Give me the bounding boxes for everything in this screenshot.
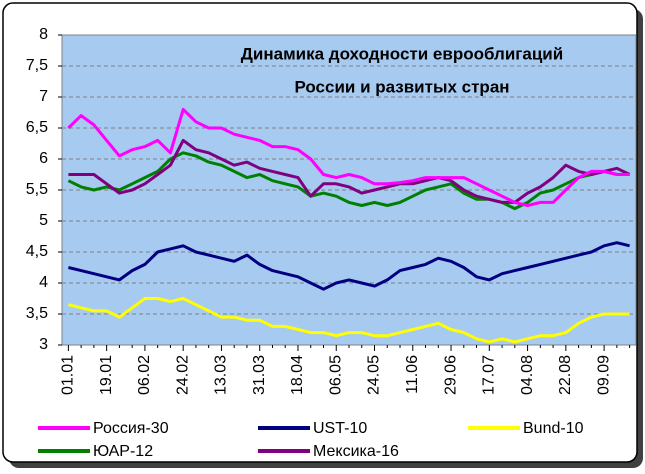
x-tick-label: 09.09 (595, 355, 612, 395)
series-line (68, 297, 630, 344)
legend-label: Bund-10 (523, 420, 584, 437)
legend-label: ЮАР-12 (93, 443, 153, 460)
x-tick-label: 11.06 (404, 355, 421, 394)
y-tick-label: 7,5 (26, 57, 48, 74)
y-tick-label: 4,5 (26, 243, 48, 260)
y-tick-label: 6 (39, 150, 48, 167)
x-tick-label: 06.02 (136, 355, 153, 395)
series-line (67, 107, 630, 207)
series-line (68, 241, 630, 291)
series-line (68, 138, 631, 204)
x-tick-label: 17.07 (481, 355, 498, 395)
y-tick-label: 5 (39, 212, 48, 229)
x-tick-label: 18.04 (289, 355, 306, 395)
y-tick-label: 6,5 (26, 119, 48, 136)
x-tick-label: 31.03 (251, 355, 268, 395)
legend-label: Россия-30 (93, 420, 169, 437)
x-tick-label: 22.08 (557, 355, 574, 395)
x-tick-label: 29.06 (442, 355, 459, 395)
y-tick-label: 3 (39, 336, 48, 353)
legend-label: Мексика-16 (313, 443, 399, 460)
y-tick-label: 5,5 (26, 181, 48, 198)
x-tick-label: 01.01 (60, 355, 77, 395)
y-tick-label: 3,5 (26, 305, 48, 322)
x-tick-label: 04.08 (519, 355, 536, 395)
y-tick-label: 7 (39, 88, 48, 105)
x-tick-label: 24.02 (174, 355, 191, 395)
x-tick-label: 24.05 (366, 355, 383, 395)
y-tick-label: 4 (39, 274, 48, 291)
x-tick-label: 06.05 (327, 355, 344, 395)
series-line (67, 151, 630, 211)
legend-label: UST-10 (313, 420, 367, 437)
y-tick-label: 8 (39, 26, 48, 43)
x-tick-label: 19.01 (98, 355, 115, 395)
chart-subtitle: России и развитых стран (294, 77, 509, 96)
chart-title: Динамика доходности еврооблигаций (241, 44, 563, 63)
x-tick-label: 13.03 (213, 355, 230, 395)
